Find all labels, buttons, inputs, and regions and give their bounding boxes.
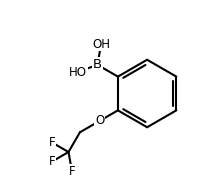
Text: HO: HO (69, 66, 87, 78)
Text: F: F (48, 155, 55, 168)
Text: B: B (93, 58, 102, 71)
Text: O: O (95, 114, 104, 127)
Text: OH: OH (92, 38, 110, 51)
Text: F: F (48, 136, 55, 149)
Text: F: F (69, 165, 75, 178)
